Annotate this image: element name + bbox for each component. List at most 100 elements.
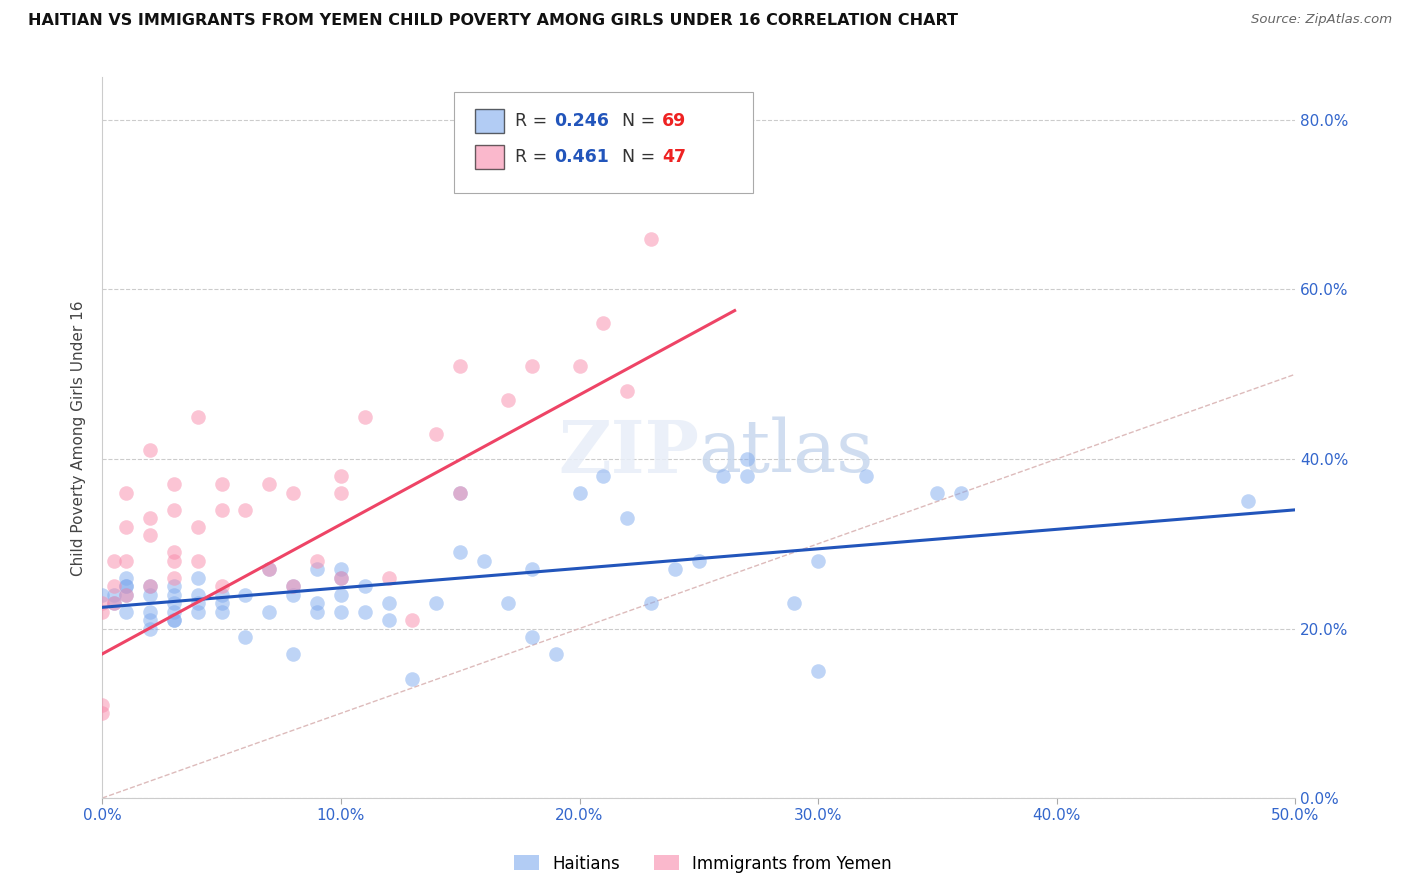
Text: 47: 47 (662, 148, 686, 166)
Point (520, 562, 543, 576)
Point (520, 359, 543, 373)
Point (91, 698, 114, 712)
Point (115, 605, 138, 619)
Point (139, 605, 162, 619)
Point (640, 596, 662, 610)
Point (211, 579, 233, 593)
Point (735, 469, 758, 483)
Text: R =: R = (515, 112, 553, 129)
Point (91, 605, 114, 619)
Point (163, 554, 186, 568)
Point (377, 596, 399, 610)
FancyBboxPatch shape (474, 145, 505, 169)
Point (592, 316, 614, 330)
Point (950, 486, 973, 500)
Point (520, 630, 543, 644)
Point (91, 588, 114, 602)
Point (377, 571, 399, 585)
Point (449, 486, 471, 500)
Point (115, 571, 138, 585)
Text: ZIP: ZIP (558, 417, 699, 488)
Point (115, 520, 138, 534)
Point (259, 562, 281, 576)
Point (91, 706, 114, 721)
Point (211, 503, 233, 517)
Point (139, 528, 162, 542)
Point (187, 605, 209, 619)
Point (305, 562, 328, 576)
Point (91, 596, 114, 610)
Point (281, 579, 304, 593)
Point (305, 596, 328, 610)
Point (115, 554, 138, 568)
FancyBboxPatch shape (454, 92, 752, 193)
Point (187, 520, 209, 534)
Point (472, 554, 495, 568)
Point (259, 477, 281, 491)
Point (139, 511, 162, 525)
Point (401, 613, 423, 627)
Point (281, 588, 304, 602)
Text: 0.246: 0.246 (554, 112, 609, 129)
Point (235, 630, 257, 644)
Point (115, 588, 138, 602)
Point (329, 562, 352, 576)
Point (425, 596, 447, 610)
Point (115, 579, 138, 593)
Point (353, 579, 375, 593)
Point (103, 588, 125, 602)
Point (163, 588, 186, 602)
Point (449, 486, 471, 500)
Point (187, 571, 209, 585)
Point (353, 409, 375, 424)
Point (281, 647, 304, 661)
Point (163, 579, 186, 593)
Point (235, 588, 257, 602)
Point (163, 605, 186, 619)
Text: N =: N = (610, 112, 661, 129)
Point (211, 605, 233, 619)
Point (568, 359, 591, 373)
Point (616, 384, 638, 398)
Point (425, 426, 447, 441)
Point (259, 562, 281, 576)
Point (187, 554, 209, 568)
Point (163, 613, 186, 627)
Point (401, 673, 423, 687)
Point (235, 503, 257, 517)
Point (783, 596, 806, 610)
Point (281, 486, 304, 500)
Point (281, 579, 304, 593)
Point (187, 409, 209, 424)
Point (329, 571, 352, 585)
Point (187, 588, 209, 602)
Point (103, 596, 125, 610)
Point (544, 647, 567, 661)
Point (329, 588, 352, 602)
Point (377, 613, 399, 627)
Point (329, 571, 352, 585)
Point (807, 664, 830, 678)
Text: N =: N = (610, 148, 661, 166)
Point (927, 486, 949, 500)
Point (139, 613, 162, 627)
FancyBboxPatch shape (474, 109, 505, 133)
Point (329, 605, 352, 619)
Point (103, 596, 125, 610)
Text: HAITIAN VS IMMIGRANTS FROM YEMEN CHILD POVERTY AMONG GIRLS UNDER 16 CORRELATION : HAITIAN VS IMMIGRANTS FROM YEMEN CHILD P… (28, 13, 957, 29)
Point (187, 596, 209, 610)
Y-axis label: Child Poverty Among Girls Under 16: Child Poverty Among Girls Under 16 (72, 300, 86, 575)
Point (568, 486, 591, 500)
Point (115, 486, 138, 500)
Text: 69: 69 (662, 112, 686, 129)
Point (807, 554, 830, 568)
Point (115, 588, 138, 602)
Point (449, 359, 471, 373)
Text: Source: ZipAtlas.com: Source: ZipAtlas.com (1251, 13, 1392, 27)
Point (139, 579, 162, 593)
Point (305, 605, 328, 619)
Point (103, 554, 125, 568)
Point (211, 596, 233, 610)
Point (163, 503, 186, 517)
Point (711, 469, 734, 483)
